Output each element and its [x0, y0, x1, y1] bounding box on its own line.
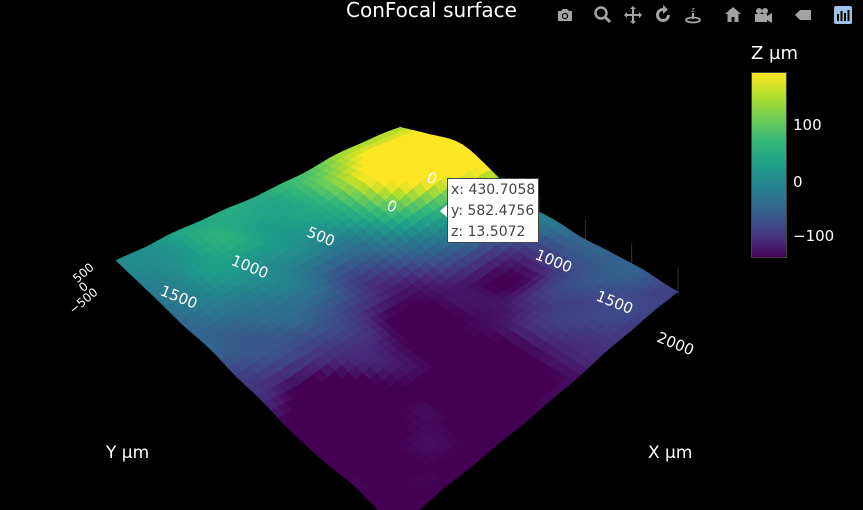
pan-icon[interactable]: [622, 4, 644, 26]
hover-x: x: 430.7058: [451, 182, 536, 198]
x-axis-title: X µm: [648, 443, 693, 463]
plotly-logo-icon[interactable]: [832, 4, 854, 26]
colorbar-tick-label: 100: [793, 116, 822, 134]
orbit-rotation-icon[interactable]: [652, 4, 674, 26]
hover-tooltip: x: 430.7058 y: 582.4756 z: 13.5072: [447, 178, 539, 243]
home-icon[interactable]: [722, 4, 744, 26]
colorbar-tick-label: −100: [793, 227, 835, 245]
hover-y: y: 582.4756: [451, 203, 535, 219]
colorbar-title: Z µm: [751, 43, 799, 64]
colorbar-tick-label: 0: [793, 173, 803, 191]
plot-title: ConFocal surface: [346, 0, 517, 22]
zoom-icon[interactable]: [592, 4, 614, 26]
surface-cell: [376, 502, 392, 510]
surface-mesh[interactable]: [115, 126, 679, 510]
colorbar: [751, 72, 787, 258]
svg-text:z: z: [691, 6, 695, 14]
camera-icon[interactable]: [554, 4, 576, 26]
turntable-rotation-icon[interactable]: z: [682, 4, 704, 26]
surface-cell: [404, 502, 420, 510]
y-axis-title: Y µm: [106, 443, 150, 463]
x-tick-label: 2000: [654, 328, 696, 359]
hover-pointer: [440, 204, 448, 218]
hover-toggle-icon[interactable]: [792, 4, 814, 26]
camera-last-save-icon[interactable]: [752, 4, 774, 26]
surface-cell: [390, 502, 406, 510]
hover-z: z: 13.5072: [451, 224, 526, 240]
